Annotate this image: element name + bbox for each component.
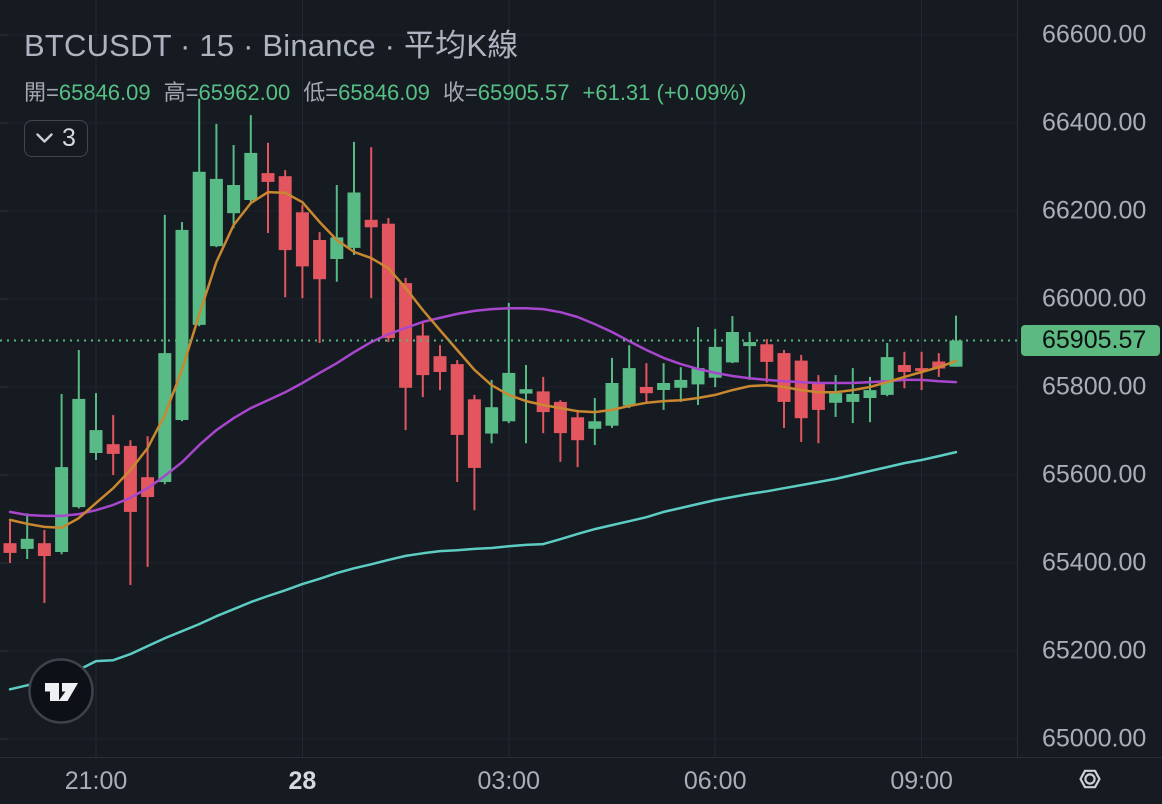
- tradingview-logo-icon[interactable]: [27, 657, 95, 730]
- ohlc-item: 低=65846.09: [303, 75, 430, 107]
- price-tick-label: 65200.00: [1042, 636, 1147, 665]
- time-tick-label: 03:00: [477, 767, 541, 795]
- timescale-settings-gear-icon[interactable]: [1072, 761, 1108, 797]
- price-tick-label: 65800.00: [1042, 372, 1147, 401]
- chart-legend: BTCUSDT · 15 · Binance · 平均K線 開=65846.09…: [24, 20, 746, 157]
- ohlc-legend: 開=65846.09 高=65962.00 低=65846.09 收=65905.57…: [24, 75, 746, 107]
- price-tick-label: 66600.00: [1042, 20, 1147, 49]
- ohlc-value: 65905.57: [477, 80, 570, 105]
- time-tick-label: 28: [288, 767, 317, 795]
- ohlc-item: 收=65905.57: [443, 75, 570, 107]
- ohlc-label: 低=: [303, 80, 339, 105]
- ohlc-value: 65846.09: [58, 80, 151, 105]
- current-price-tag: 65905.57: [1021, 325, 1160, 356]
- ohlc-item: 高=65962.00: [164, 75, 291, 107]
- symbol-title: BTCUSDT · 15 · Binance · 平均K線: [24, 28, 519, 63]
- price-tick-label: 66000.00: [1042, 284, 1147, 313]
- ohlc-item: 開=65846.09: [24, 75, 151, 107]
- time-scale[interactable]: 21:00 28 03:00 06:00 09:00: [0, 757, 1162, 804]
- ohlc-label: 高=: [163, 80, 199, 105]
- time-tick-label: 06:00: [683, 767, 747, 795]
- chart-canvas[interactable]: [0, 0, 1017, 757]
- time-tick-label: 09:00: [890, 767, 953, 795]
- chevron-down-icon: [36, 133, 53, 143]
- indicators-collapse-button[interactable]: 3: [24, 120, 88, 157]
- price-tick-label: 65000.00: [1042, 724, 1147, 753]
- candlestick-chart[interactable]: [0, 0, 1017, 757]
- price-tick-label: 65600.00: [1042, 460, 1147, 489]
- ohlc-label: 收=: [442, 80, 478, 105]
- price-tick-label: 66200.00: [1042, 196, 1147, 225]
- ohlc-value: 65846.09: [338, 80, 430, 105]
- price-scale[interactable]: 66600.00 66400.00 66200.00 66000.00 65800.00…: [1017, 0, 1162, 757]
- ohlc-value: 65962.00: [198, 80, 291, 105]
- indicator-count: 3: [62, 124, 76, 152]
- price-change: +61.31 (+0.09%): [582, 80, 747, 105]
- time-tick-label: 21:00: [64, 767, 128, 795]
- price-tick-label: 65400.00: [1042, 548, 1147, 577]
- ohlc-label: 開=: [24, 80, 59, 105]
- price-tick-label: 66400.00: [1042, 108, 1147, 137]
